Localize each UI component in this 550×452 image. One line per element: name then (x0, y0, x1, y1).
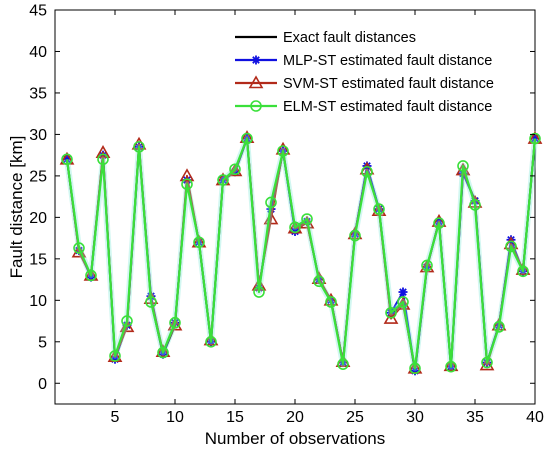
circle-marker (433, 217, 445, 229)
x-tick-label: 30 (406, 409, 424, 426)
circle-marker (229, 163, 241, 176)
circle-marker (289, 221, 301, 234)
x-tick-label: 40 (526, 409, 544, 426)
circle-marker (397, 296, 409, 308)
circle-marker (409, 362, 421, 375)
x-tick-label: 15 (226, 409, 244, 426)
circle-marker (133, 141, 145, 153)
legend: Exact fault distances MLP-ST estimated fa… (235, 30, 494, 115)
asterisk-marker (398, 287, 408, 297)
circle-marker (457, 160, 469, 172)
triangle-marker (155, 344, 171, 358)
triangle-marker (167, 317, 183, 331)
circle-marker (97, 153, 109, 166)
x-tick-label: 25 (346, 409, 364, 426)
legend-label: Exact fault distances (283, 30, 416, 46)
series-4 (61, 132, 541, 375)
x-tick-label: 35 (466, 409, 484, 426)
x-tick-label: 10 (166, 409, 184, 426)
y-tick-label: 40 (29, 44, 47, 61)
y-tick-label: 15 (29, 251, 47, 268)
circle-marker (529, 132, 541, 145)
circle-marker (73, 242, 85, 254)
triangle-marker (203, 332, 219, 346)
circle-marker (445, 360, 457, 373)
legend-label: ELM-ST estimated fault distance (283, 99, 492, 115)
circle-marker (469, 199, 481, 211)
circle-marker (109, 350, 121, 362)
triangle-marker (383, 310, 399, 324)
triangle-marker (479, 357, 495, 371)
circle-marker (157, 346, 169, 359)
triangle-marker (227, 163, 243, 177)
triangle-marker (95, 145, 111, 158)
circle-marker (241, 132, 253, 145)
triangle-marker (515, 262, 531, 275)
circle-marker (373, 203, 385, 215)
circle-marker (145, 296, 157, 308)
circle-marker (250, 100, 262, 112)
circle-marker (61, 153, 73, 166)
legend-label: MLP-ST estimated fault distance (283, 53, 492, 69)
circle-marker (349, 229, 361, 242)
circle-marker (337, 358, 349, 370)
circle-marker (205, 335, 217, 348)
axes-layer: 5 10 15 20 25 30 35 40 0 5 10 15 20 25 30 35 40 45 (29, 3, 544, 427)
circle-marker (301, 213, 313, 225)
y-tick-label: 10 (29, 293, 47, 310)
legend-label: SVM-ST estimated fault distance (283, 76, 494, 92)
circle-marker (85, 269, 97, 282)
series-line (65, 137, 537, 370)
y-tick-label: 20 (29, 210, 47, 227)
circle-marker (325, 296, 337, 308)
circle-marker (481, 356, 493, 369)
circle-marker (313, 275, 325, 288)
triangle-marker (443, 358, 459, 372)
circle-marker (277, 145, 289, 157)
legend-entry: Exact fault distances (235, 30, 416, 46)
circle-marker (505, 240, 517, 253)
circle-marker (265, 196, 277, 209)
y-tick-label: 5 (38, 334, 47, 351)
circle-marker (181, 178, 193, 190)
circle-marker (217, 174, 229, 186)
x-axis-title: Number of observations (205, 429, 385, 448)
legend-entry: ELM-ST estimated fault distance (235, 99, 492, 115)
triangle-marker (248, 75, 264, 89)
circle-marker (193, 236, 205, 249)
asterisk-marker (251, 55, 261, 65)
circle-marker (385, 306, 397, 319)
x-tick-label: 5 (111, 409, 120, 426)
circle-marker (361, 165, 373, 178)
circle-marker (121, 315, 133, 327)
circle-marker (253, 286, 265, 298)
y-tick-label: 30 (29, 127, 47, 144)
triangle-marker (119, 319, 135, 333)
circle-marker (421, 259, 433, 272)
y-tick-label: 0 (38, 376, 47, 393)
y-tick-label: 25 (29, 168, 47, 185)
x-tick-label: 20 (286, 409, 304, 426)
y-axis-title: Fault distance [km] (7, 136, 26, 279)
circle-marker (517, 265, 529, 278)
triangle-marker (179, 168, 195, 182)
y-tick-label: 45 (29, 3, 47, 20)
circle-marker (169, 316, 181, 329)
circle-marker (493, 321, 505, 333)
series-layer (59, 130, 543, 376)
legend-entry: MLP-ST estimated fault distance (235, 53, 492, 69)
legend-entry: SVM-ST estimated fault distance (235, 75, 494, 92)
y-tick-label: 35 (29, 85, 47, 102)
